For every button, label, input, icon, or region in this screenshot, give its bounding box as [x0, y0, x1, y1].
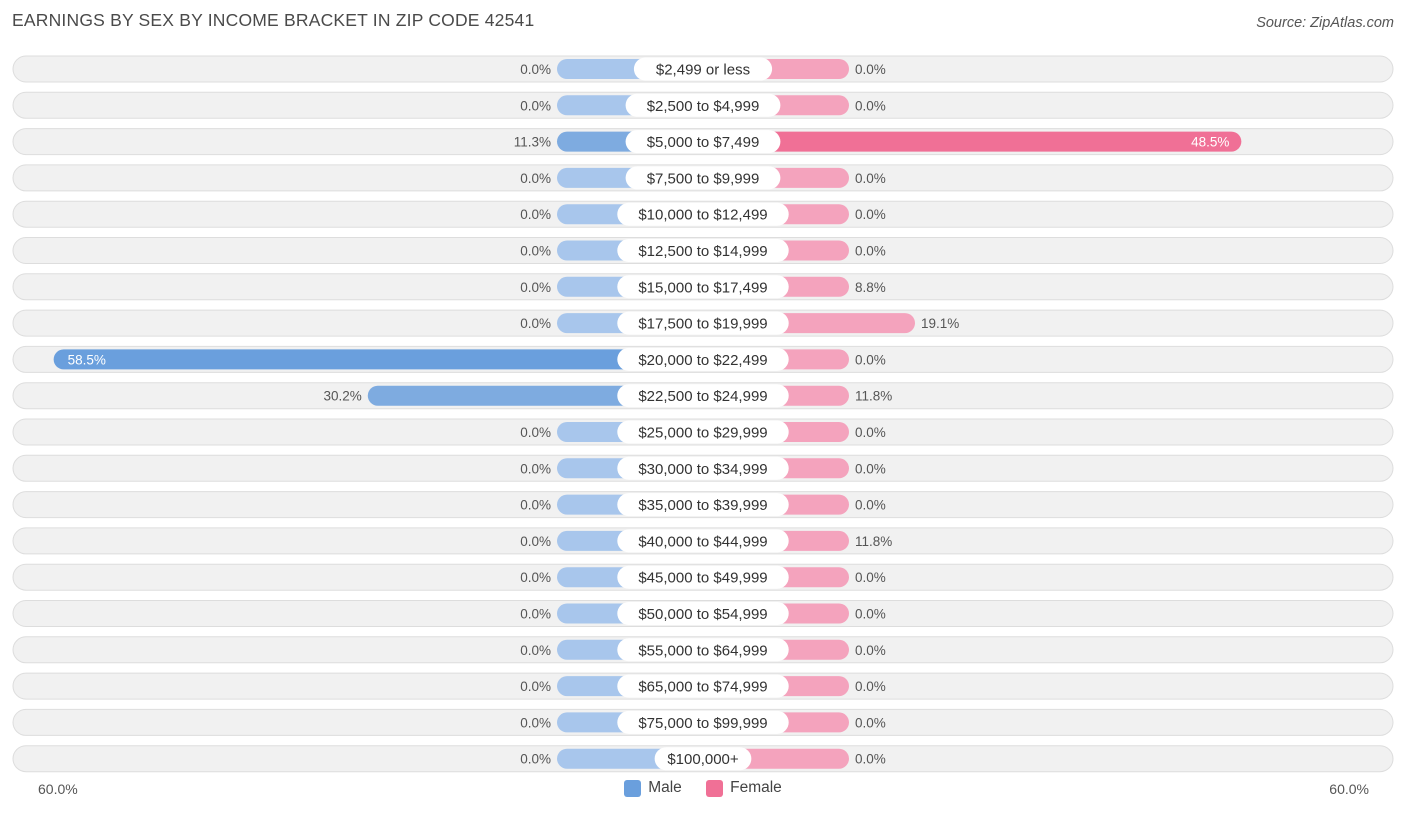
value-label-male: 0.0%: [520, 425, 551, 440]
value-label-female: 0.0%: [855, 498, 886, 513]
value-label-male: 0.0%: [520, 171, 551, 186]
value-label-male: 0.0%: [520, 534, 551, 549]
source-credit: Source: ZipAtlas.com: [1256, 15, 1394, 31]
value-label-female: 0.0%: [855, 607, 886, 622]
category-pill: [617, 202, 789, 226]
category-label: $5,000 to $7,499: [647, 134, 760, 151]
category-label: $75,000 to $99,999: [638, 715, 767, 732]
value-label-female: 0.0%: [855, 244, 886, 259]
legend-swatch-male: [624, 779, 642, 797]
category-pill: [617, 311, 789, 335]
legend-swatch-female: [706, 779, 724, 797]
value-label-female: 0.0%: [855, 715, 886, 730]
chart-title: EARNINGS BY SEX BY INCOME BRACKET IN ZIP…: [12, 10, 535, 30]
category-label: $55,000 to $64,999: [638, 642, 767, 659]
value-label-female: 48.5%: [1191, 135, 1229, 150]
legend-label-female: Female: [730, 779, 782, 796]
value-label-male: 58.5%: [68, 352, 106, 367]
bar-male: [53, 349, 703, 370]
category-pill: [617, 602, 789, 625]
value-label-female: 0.0%: [855, 352, 886, 367]
value-label-male: 0.0%: [520, 244, 551, 259]
category-label: $30,000 to $34,999: [638, 461, 767, 478]
value-label-female: 0.0%: [855, 679, 886, 694]
legend-item-male: Male: [624, 779, 682, 797]
axis-right-label: 60.0%: [1329, 781, 1369, 797]
category-label: $100,000+: [667, 751, 739, 768]
category-pill: [617, 493, 789, 517]
category-label: $15,000 to $17,499: [638, 279, 767, 296]
value-label-male: 0.0%: [520, 316, 551, 331]
category-pill: [625, 130, 781, 154]
value-label-female: 8.8%: [855, 280, 886, 295]
value-label-female: 0.0%: [855, 98, 886, 113]
value-label-male: 0.0%: [520, 461, 551, 476]
value-label-female: 11.8%: [855, 389, 892, 404]
category-pill: [617, 456, 789, 480]
value-label-female: 19.1%: [921, 316, 959, 331]
category-label: $2,500 to $4,999: [647, 98, 760, 115]
category-pill: [625, 93, 781, 117]
category-pill: [617, 529, 789, 553]
category-label: $22,500 to $24,999: [638, 388, 767, 405]
value-label-male: 30.2%: [323, 389, 361, 404]
value-label-male: 0.0%: [520, 752, 551, 767]
axis-left-label: 60.0%: [38, 781, 78, 797]
category-pill: [617, 710, 789, 734]
value-label-female: 0.0%: [855, 62, 886, 77]
bar-chart: $2,499 or less 0.0% 0.0% $2,500 to $4,999 0.…: [12, 55, 1394, 773]
value-label-male: 0.0%: [520, 715, 551, 730]
value-label-male: 0.0%: [520, 498, 551, 513]
category-label: $10,000 to $12,499: [638, 207, 767, 224]
value-label-female: 0.0%: [855, 425, 886, 440]
value-label-male: 0.0%: [520, 643, 551, 658]
category-pill: [617, 420, 789, 444]
category-pill: [617, 674, 789, 698]
category-label: $20,000 to $22,499: [638, 352, 767, 369]
category-pill: [617, 275, 789, 299]
category-label: $12,500 to $14,999: [638, 243, 767, 260]
value-label-male: 0.0%: [520, 62, 551, 77]
legend: Male Female: [0, 779, 1406, 802]
value-label-male: 0.0%: [520, 679, 551, 694]
value-label-female: 0.0%: [855, 207, 886, 222]
category-label: $45,000 to $49,999: [638, 570, 767, 587]
category-pill: [625, 166, 781, 190]
value-label-male: 0.0%: [520, 98, 551, 113]
legend-item-female: Female: [706, 779, 782, 797]
category-pill: [617, 239, 789, 262]
category-label: $40,000 to $44,999: [638, 533, 767, 550]
category-pill: [654, 747, 752, 771]
category-label: $65,000 to $74,999: [638, 679, 767, 696]
value-label-male: 0.0%: [520, 280, 551, 295]
category-pill: [617, 565, 789, 589]
value-label-female: 11.8%: [855, 534, 892, 549]
legend-label-male: Male: [648, 779, 682, 796]
bar-female: [703, 131, 1242, 152]
value-label-male: 0.0%: [520, 207, 551, 222]
value-label-female: 0.0%: [855, 643, 886, 658]
category-pill: [633, 57, 773, 81]
value-label-female: 0.0%: [855, 570, 886, 585]
value-label-male: 0.0%: [520, 607, 551, 622]
category-pill: [617, 347, 789, 371]
category-label: $50,000 to $54,999: [638, 606, 767, 623]
category-label: $2,499 or less: [656, 62, 750, 79]
value-label-female: 0.0%: [855, 752, 886, 767]
category-label: $17,500 to $19,999: [638, 316, 767, 333]
value-label-female: 0.0%: [855, 461, 886, 476]
category-label: $35,000 to $39,999: [638, 497, 767, 514]
category-pill: [617, 384, 789, 408]
value-label-male: 0.0%: [520, 570, 551, 585]
category-label: $7,500 to $9,999: [647, 170, 760, 187]
value-label-male: 11.3%: [514, 135, 551, 150]
category-pill: [617, 638, 789, 662]
value-label-female: 0.0%: [855, 171, 886, 186]
category-label: $25,000 to $29,999: [638, 425, 767, 442]
